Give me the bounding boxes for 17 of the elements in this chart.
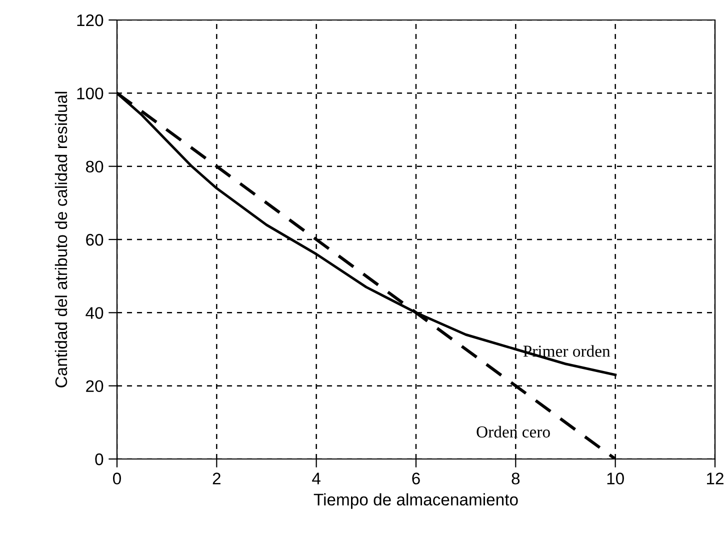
y-tick-label: 100	[77, 88, 104, 100]
x-axis-title: Tiempo de almacenamiento	[314, 493, 518, 509]
x-tick-label: 0	[113, 472, 121, 484]
x-tick-label: 6	[412, 472, 420, 484]
y-tick-label: 0	[95, 453, 104, 466]
y-axis-title: Cantidad del atributo de calidad residual	[54, 92, 68, 388]
x-tick-label: 12	[707, 472, 724, 484]
series-label: Orden cero	[476, 426, 550, 438]
y-tick-label: 80	[86, 160, 104, 173]
x-tick-label: 10	[607, 472, 624, 484]
x-tick-label: 8	[512, 472, 520, 484]
x-tick-label: 2	[212, 472, 220, 484]
y-tick-label: 60	[86, 234, 104, 246]
y-tick-label: 40	[86, 307, 104, 319]
x-tick-label: 4	[312, 472, 320, 484]
y-tick-label: 120	[77, 14, 104, 26]
y-tick-label: 20	[86, 380, 104, 392]
